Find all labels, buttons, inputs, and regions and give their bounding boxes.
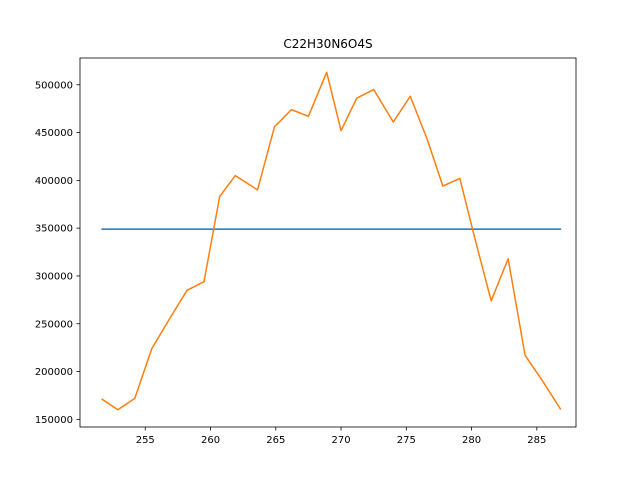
x-tick-label: 270 <box>332 435 351 446</box>
x-tick-label: 275 <box>397 435 416 446</box>
y-tick-label: 150000 <box>35 415 73 426</box>
y-tick-label: 500000 <box>35 80 73 91</box>
series-layer <box>101 71 562 411</box>
x-tick-label: 255 <box>136 435 155 446</box>
x-tick-label: 265 <box>266 435 285 446</box>
y-tick-label: 350000 <box>35 224 73 235</box>
y-tick-label: 200000 <box>35 367 73 378</box>
axes-layer: 255 260 265 270 275 280 285 150000 200000 250000 3… <box>35 57 577 446</box>
y-tick-label: 250000 <box>35 319 73 330</box>
y-tick-label: 450000 <box>35 128 73 139</box>
x-tick-label: 280 <box>462 435 481 446</box>
series-line-2 <box>101 71 562 411</box>
y-tick-label: 400000 <box>35 176 73 187</box>
plot-frame <box>79 57 577 428</box>
chart-title: C22H30N6O4S <box>283 37 372 51</box>
y-tick-label: 300000 <box>35 271 73 282</box>
x-tick-label: 285 <box>527 435 546 446</box>
x-tick-label: 260 <box>201 435 220 446</box>
